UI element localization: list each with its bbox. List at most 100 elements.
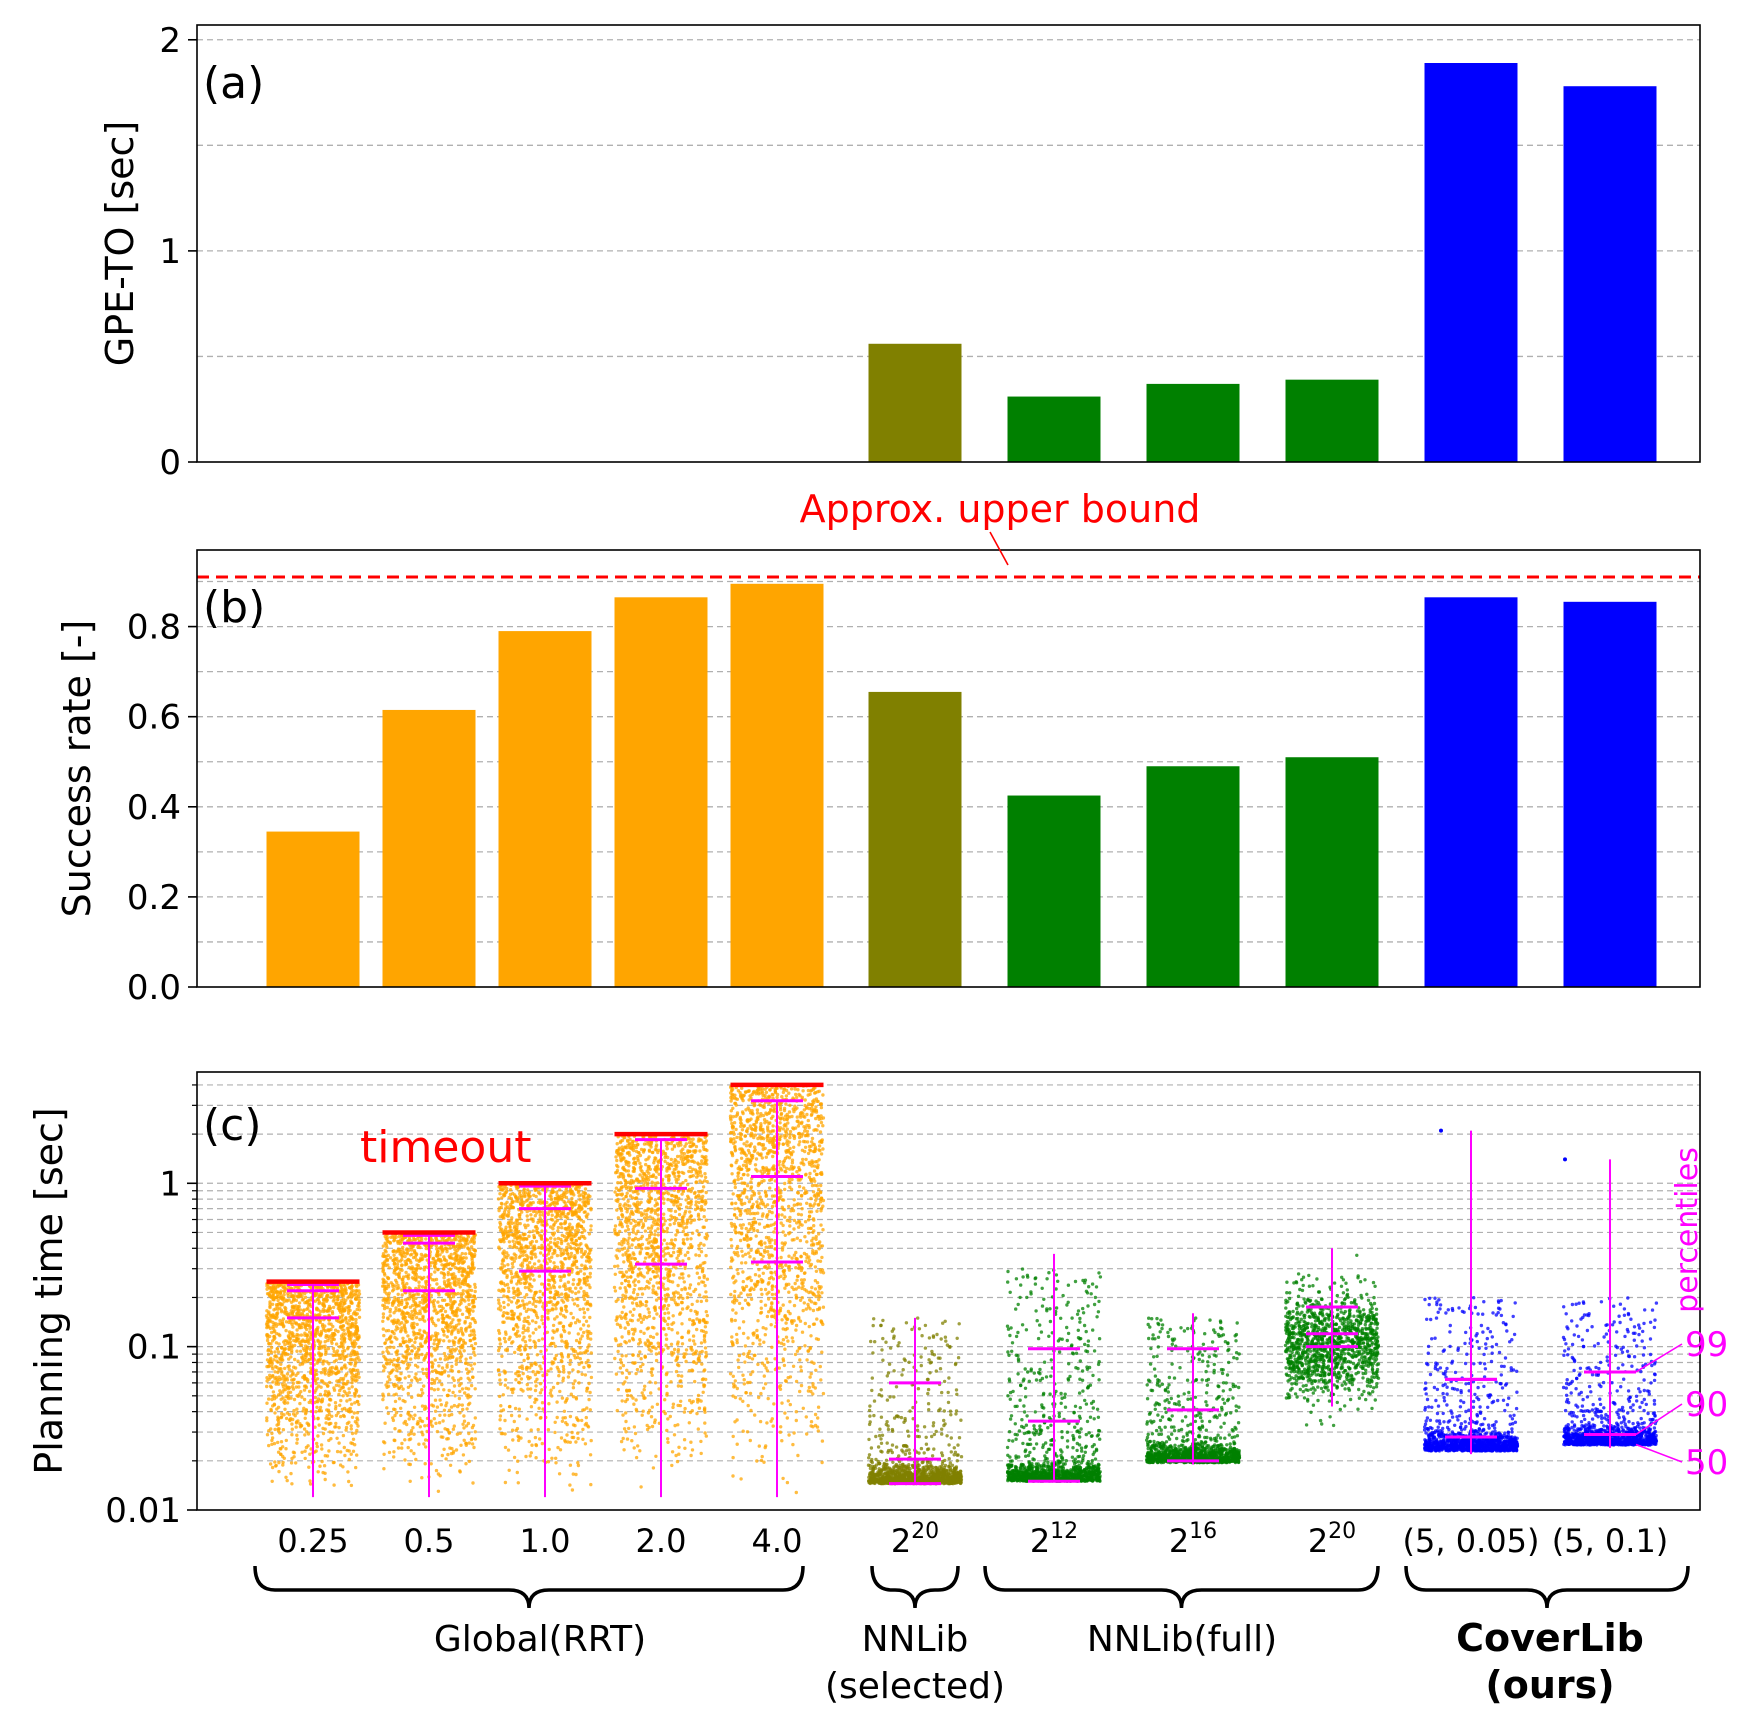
point bbox=[447, 1294, 452, 1299]
point bbox=[576, 1332, 580, 1336]
bar-1 bbox=[382, 709, 476, 987]
point bbox=[575, 1231, 579, 1235]
point bbox=[565, 1433, 569, 1437]
point bbox=[272, 1441, 277, 1446]
point bbox=[557, 1213, 561, 1218]
point bbox=[533, 1435, 538, 1440]
point bbox=[309, 1398, 313, 1403]
point bbox=[553, 1249, 557, 1253]
point bbox=[355, 1312, 359, 1316]
point bbox=[452, 1272, 456, 1276]
point bbox=[296, 1295, 300, 1299]
point bbox=[308, 1452, 312, 1456]
point bbox=[437, 1364, 441, 1368]
bar-7 bbox=[1146, 766, 1240, 987]
point bbox=[281, 1374, 286, 1378]
point bbox=[435, 1429, 440, 1434]
point bbox=[390, 1329, 394, 1334]
point bbox=[553, 1357, 557, 1361]
point bbox=[585, 1389, 589, 1393]
point bbox=[296, 1337, 301, 1341]
point bbox=[420, 1388, 424, 1392]
point bbox=[441, 1419, 445, 1423]
point bbox=[297, 1392, 302, 1396]
point bbox=[405, 1367, 409, 1371]
point bbox=[694, 1200, 698, 1204]
point bbox=[526, 1198, 530, 1202]
point bbox=[406, 1391, 410, 1396]
point bbox=[444, 1263, 448, 1267]
point bbox=[381, 1327, 385, 1331]
point bbox=[382, 1304, 387, 1308]
point bbox=[344, 1298, 348, 1303]
point bbox=[532, 1361, 537, 1366]
point bbox=[540, 1441, 544, 1446]
point bbox=[350, 1431, 355, 1436]
point bbox=[571, 1472, 575, 1476]
point bbox=[316, 1434, 320, 1438]
point bbox=[431, 1301, 436, 1306]
point bbox=[274, 1316, 278, 1321]
point bbox=[513, 1406, 518, 1411]
point bbox=[442, 1408, 447, 1413]
point bbox=[547, 1257, 551, 1261]
point bbox=[287, 1357, 291, 1361]
point bbox=[685, 1295, 690, 1300]
point bbox=[431, 1404, 436, 1408]
point bbox=[299, 1423, 303, 1428]
point bbox=[355, 1325, 359, 1329]
point bbox=[388, 1256, 393, 1260]
point bbox=[269, 1408, 273, 1413]
point bbox=[498, 1382, 503, 1386]
point bbox=[355, 1428, 359, 1433]
point bbox=[355, 1453, 359, 1457]
point bbox=[446, 1328, 450, 1333]
point bbox=[549, 1367, 553, 1371]
point bbox=[457, 1247, 461, 1251]
point bbox=[309, 1361, 313, 1366]
point bbox=[455, 1234, 460, 1239]
point bbox=[271, 1380, 275, 1384]
point bbox=[290, 1482, 294, 1486]
point bbox=[338, 1463, 343, 1467]
point bbox=[521, 1326, 526, 1331]
point bbox=[570, 1227, 574, 1231]
point bbox=[586, 1358, 590, 1363]
point bbox=[459, 1326, 463, 1331]
point bbox=[532, 1299, 537, 1303]
point bbox=[577, 1341, 582, 1345]
point bbox=[396, 1356, 401, 1361]
point bbox=[406, 1410, 411, 1415]
point bbox=[456, 1318, 461, 1323]
point bbox=[315, 1372, 319, 1377]
point bbox=[517, 1414, 522, 1418]
point bbox=[452, 1384, 457, 1388]
point bbox=[296, 1371, 300, 1376]
point bbox=[417, 1442, 421, 1446]
point bbox=[553, 1237, 557, 1241]
point bbox=[473, 1353, 477, 1357]
point bbox=[460, 1403, 464, 1407]
point bbox=[386, 1301, 391, 1305]
point bbox=[280, 1345, 284, 1350]
point bbox=[560, 1261, 564, 1265]
point bbox=[662, 1276, 666, 1280]
point bbox=[511, 1191, 515, 1196]
point bbox=[540, 1401, 545, 1405]
point bbox=[430, 1319, 435, 1324]
point bbox=[582, 1210, 586, 1214]
point bbox=[286, 1291, 290, 1296]
point bbox=[555, 1243, 559, 1248]
point bbox=[552, 1296, 556, 1300]
point bbox=[580, 1263, 584, 1267]
point bbox=[505, 1347, 510, 1351]
point bbox=[414, 1278, 418, 1282]
point bbox=[518, 1221, 522, 1226]
point bbox=[430, 1278, 435, 1282]
point bbox=[564, 1421, 568, 1425]
point bbox=[407, 1417, 411, 1421]
point bbox=[449, 1299, 453, 1303]
point bbox=[575, 1214, 579, 1218]
point bbox=[446, 1437, 450, 1441]
point bbox=[429, 1386, 434, 1391]
